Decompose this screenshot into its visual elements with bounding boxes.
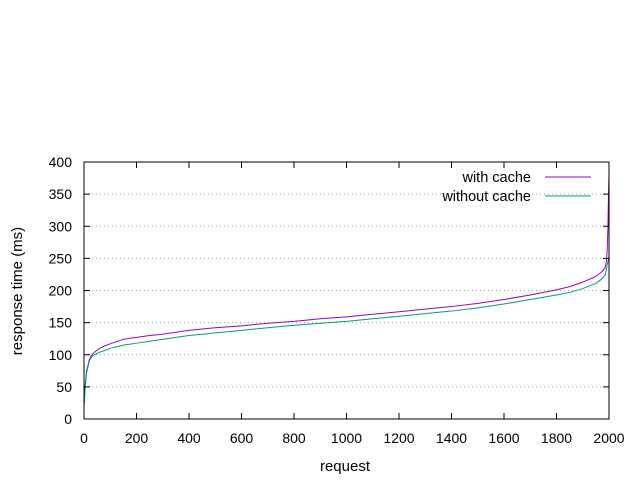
legend: with cache without cache xyxy=(441,170,591,205)
legend-label: with cache xyxy=(461,170,531,186)
x-tick-label: 600 xyxy=(230,430,254,446)
y-tick-label: 400 xyxy=(49,154,73,170)
grid-lines xyxy=(84,193,609,388)
y-axis-label: response time (ms) xyxy=(9,227,26,355)
y-tick-label: 100 xyxy=(49,347,73,363)
x-tick-label: 200 xyxy=(125,430,149,446)
x-tick-label: 1600 xyxy=(488,430,519,446)
series-line xyxy=(83,174,610,403)
x-tick-label: 400 xyxy=(177,430,201,446)
x-tick-label: 1400 xyxy=(436,430,467,446)
series-line xyxy=(83,256,610,407)
y-tick-label: 150 xyxy=(49,315,73,331)
tick-labels: 0 50 100 150 200 250 300 350 400 0 200 400 600 800 100… xyxy=(49,154,625,446)
series-lines xyxy=(83,174,610,407)
axis-ticks xyxy=(83,161,610,420)
x-axis-label: request xyxy=(320,458,371,475)
x-tick-label: 1800 xyxy=(541,430,572,446)
y-tick-label: 0 xyxy=(64,411,72,427)
y-tick-label: 50 xyxy=(56,379,72,395)
legend-label: without cache xyxy=(441,189,531,205)
x-tick-label: 1000 xyxy=(331,430,362,446)
y-tick-label: 200 xyxy=(49,283,73,299)
x-tick-label: 800 xyxy=(282,430,306,446)
y-tick-label: 250 xyxy=(49,250,73,266)
y-tick-label: 350 xyxy=(49,186,73,202)
x-tick-label: 1200 xyxy=(383,430,414,446)
x-tick-label: 2000 xyxy=(593,430,624,446)
y-tick-label: 300 xyxy=(49,218,73,234)
x-tick-label: 0 xyxy=(80,430,88,446)
